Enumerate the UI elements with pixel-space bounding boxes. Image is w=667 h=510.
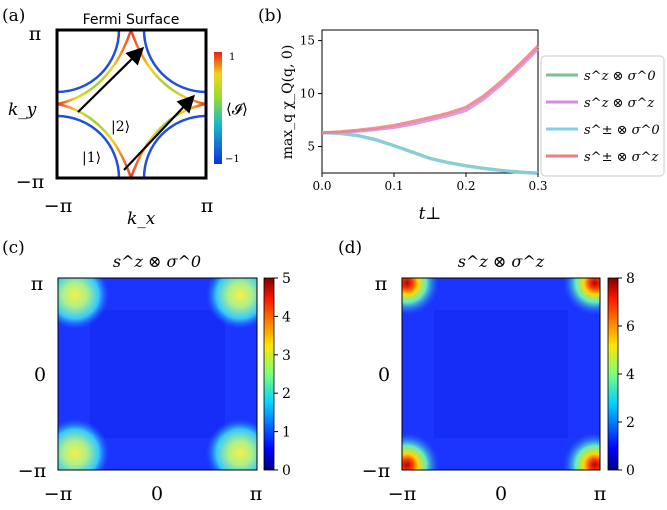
b-series-group — [321, 44, 540, 175]
b-xticks: 0.0 0.1 0.2 0.3 — [312, 173, 548, 193]
c-heatmap — [58, 278, 257, 470]
c-cbar-tick-label-0: 5 — [282, 271, 291, 287]
d-colorbar — [607, 277, 619, 471]
c-peak-top-left — [58, 278, 109, 329]
c-ytick-top: π — [31, 273, 44, 295]
c-colorbar-ticks: 5 4 3 2 1 0 — [274, 271, 291, 479]
fermi-surface-plot — [57, 30, 206, 178]
d-xtick-mid: 0 — [495, 483, 507, 505]
c-xtick-mid: 0 — [151, 483, 163, 505]
d-peak-bottom-right — [563, 433, 600, 470]
ket-1-label: |1⟩ — [82, 150, 101, 166]
d-title: s^z ⊗ σ^z — [458, 252, 545, 271]
nesting-arrow-1 — [77, 46, 145, 113]
d-cbar-tick-label-1: 6 — [626, 319, 635, 335]
ket-2-label: |2⟩ — [111, 119, 130, 135]
panel-b: (b) 0.0 0.1 0.2 0.3 5 10 15 t⊥ max_q χ_Q(q, 0… — [258, 6, 665, 224]
c-ytick-mid: 0 — [34, 364, 46, 386]
panel-d-label: (d) — [338, 238, 362, 258]
b-legend-label-2: s^± ⊗ σ^0 — [584, 123, 660, 138]
inner-pocket-arc-bl — [57, 102, 133, 178]
b-series-line-2 — [321, 131, 539, 175]
c-cbar-tick-label-3: 2 — [282, 386, 291, 402]
a-ytick-top: π — [29, 23, 42, 45]
c-cbar-tick-label-4: 1 — [282, 425, 291, 441]
a-ytick-bottom: −π — [16, 171, 44, 193]
d-cbar-tick-label-2: 4 — [626, 367, 635, 383]
a-cbar-label: ⟨𝓘⟩ — [226, 100, 248, 118]
panel-d: (d) s^z ⊗ σ^z π 0 −π −π 0 π 8 6 4 2 0 — [338, 238, 635, 505]
b-ytick-label-2: 15 — [300, 34, 315, 48]
b-legend-label-1: s^z ⊗ σ^z — [584, 96, 654, 111]
c-xtick-left: −π — [44, 483, 72, 505]
d-cbar-tick-label-3: 2 — [626, 415, 635, 431]
d-heatmap-frame — [401, 277, 601, 471]
a-xtick-left: −π — [44, 195, 72, 217]
c-peak-bottom-left — [58, 419, 109, 470]
a-ylabel: k_y — [8, 100, 37, 120]
d-peak-bottom-left — [402, 433, 439, 470]
fermi-surface-frame — [55, 28, 208, 180]
b-ylabel: max_q χ_Q(q, 0) — [280, 45, 296, 160]
b-axes-frame — [321, 29, 539, 174]
b-xtick-label-3: 0.3 — [528, 179, 547, 193]
a-xlabel: k_x — [127, 209, 156, 229]
c-heatmap-center — [90, 310, 225, 438]
fermi-surface-title: Fermi Surface — [83, 12, 180, 28]
panel-a: (a) Fermi Surface |2⟩ |1⟩ π −π −π π k_y … — [2, 6, 248, 229]
b-legend-box — [540, 55, 665, 177]
c-ytick-bottom: −π — [18, 460, 46, 482]
c-title: s^z ⊗ σ^0 — [113, 252, 201, 271]
b-legend-items: s^z ⊗ σ^0 s^z ⊗ σ^z s^± ⊗ σ^0 s^± ⊗ σ^z — [546, 69, 660, 165]
d-ytick-top: π — [375, 273, 388, 295]
b-yticks: 5 10 15 — [300, 34, 322, 154]
panel-a-label: (a) — [2, 6, 25, 26]
b-legend-label-3: s^± ⊗ σ^z — [584, 150, 658, 165]
c-peak-top-right — [206, 278, 257, 329]
d-cbar-tick-label-0: 8 — [626, 271, 635, 287]
b-ytick-label-0: 5 — [307, 140, 315, 154]
b-legend-label-0: s^z ⊗ σ^0 — [584, 69, 656, 84]
b-xlabel: t⊥ — [419, 204, 442, 224]
panel-b-label: (b) — [258, 6, 282, 26]
b-ytick-label-1: 10 — [300, 87, 315, 101]
nesting-arrow-2 — [123, 94, 196, 171]
b-series-line-3 — [321, 44, 540, 135]
d-ytick-bottom: −π — [362, 460, 390, 482]
d-peak-top-right — [563, 278, 600, 315]
d-ytick-mid: 0 — [378, 364, 390, 386]
c-peak-bottom-right — [206, 419, 257, 470]
a-cbar-tick-top: 1 — [229, 52, 235, 63]
d-cbar-tick-label-4: 0 — [626, 463, 635, 479]
a-cbar-tick-bottom: −1 — [225, 154, 240, 165]
c-heatmap-frame — [57, 277, 258, 471]
c-cbar-tick-label-5: 0 — [282, 463, 291, 479]
c-colorbar — [263, 277, 275, 471]
panel-c: (c) s^z ⊗ σ^0 π 0 −π −π 0 π 5 4 3 2 1 0 — [2, 238, 291, 505]
a-colorbar — [214, 52, 222, 164]
d-xtick-right: π — [594, 483, 607, 505]
inner-pocket-arc-tl — [57, 30, 133, 106]
b-xtick-label-1: 0.1 — [384, 179, 403, 193]
b-xtick-label-2: 0.2 — [456, 179, 475, 193]
b-xtick-label-0: 0.0 — [312, 179, 331, 193]
c-cbar-tick-label-2: 3 — [282, 348, 291, 364]
b-legend: s^z ⊗ σ^0 s^z ⊗ σ^z s^± ⊗ σ^0 s^± ⊗ σ^z — [540, 55, 665, 177]
d-heatmap — [402, 278, 600, 470]
c-xtick-right: π — [250, 483, 263, 505]
a-xtick-right: π — [201, 195, 214, 217]
d-heatmap-center — [434, 310, 568, 438]
d-xtick-left: −π — [388, 483, 416, 505]
d-colorbar-ticks: 8 6 4 2 0 — [618, 271, 635, 479]
d-peak-top-left — [402, 278, 439, 315]
c-cbar-tick-label-1: 4 — [282, 309, 291, 325]
panel-c-label: (c) — [2, 238, 25, 258]
